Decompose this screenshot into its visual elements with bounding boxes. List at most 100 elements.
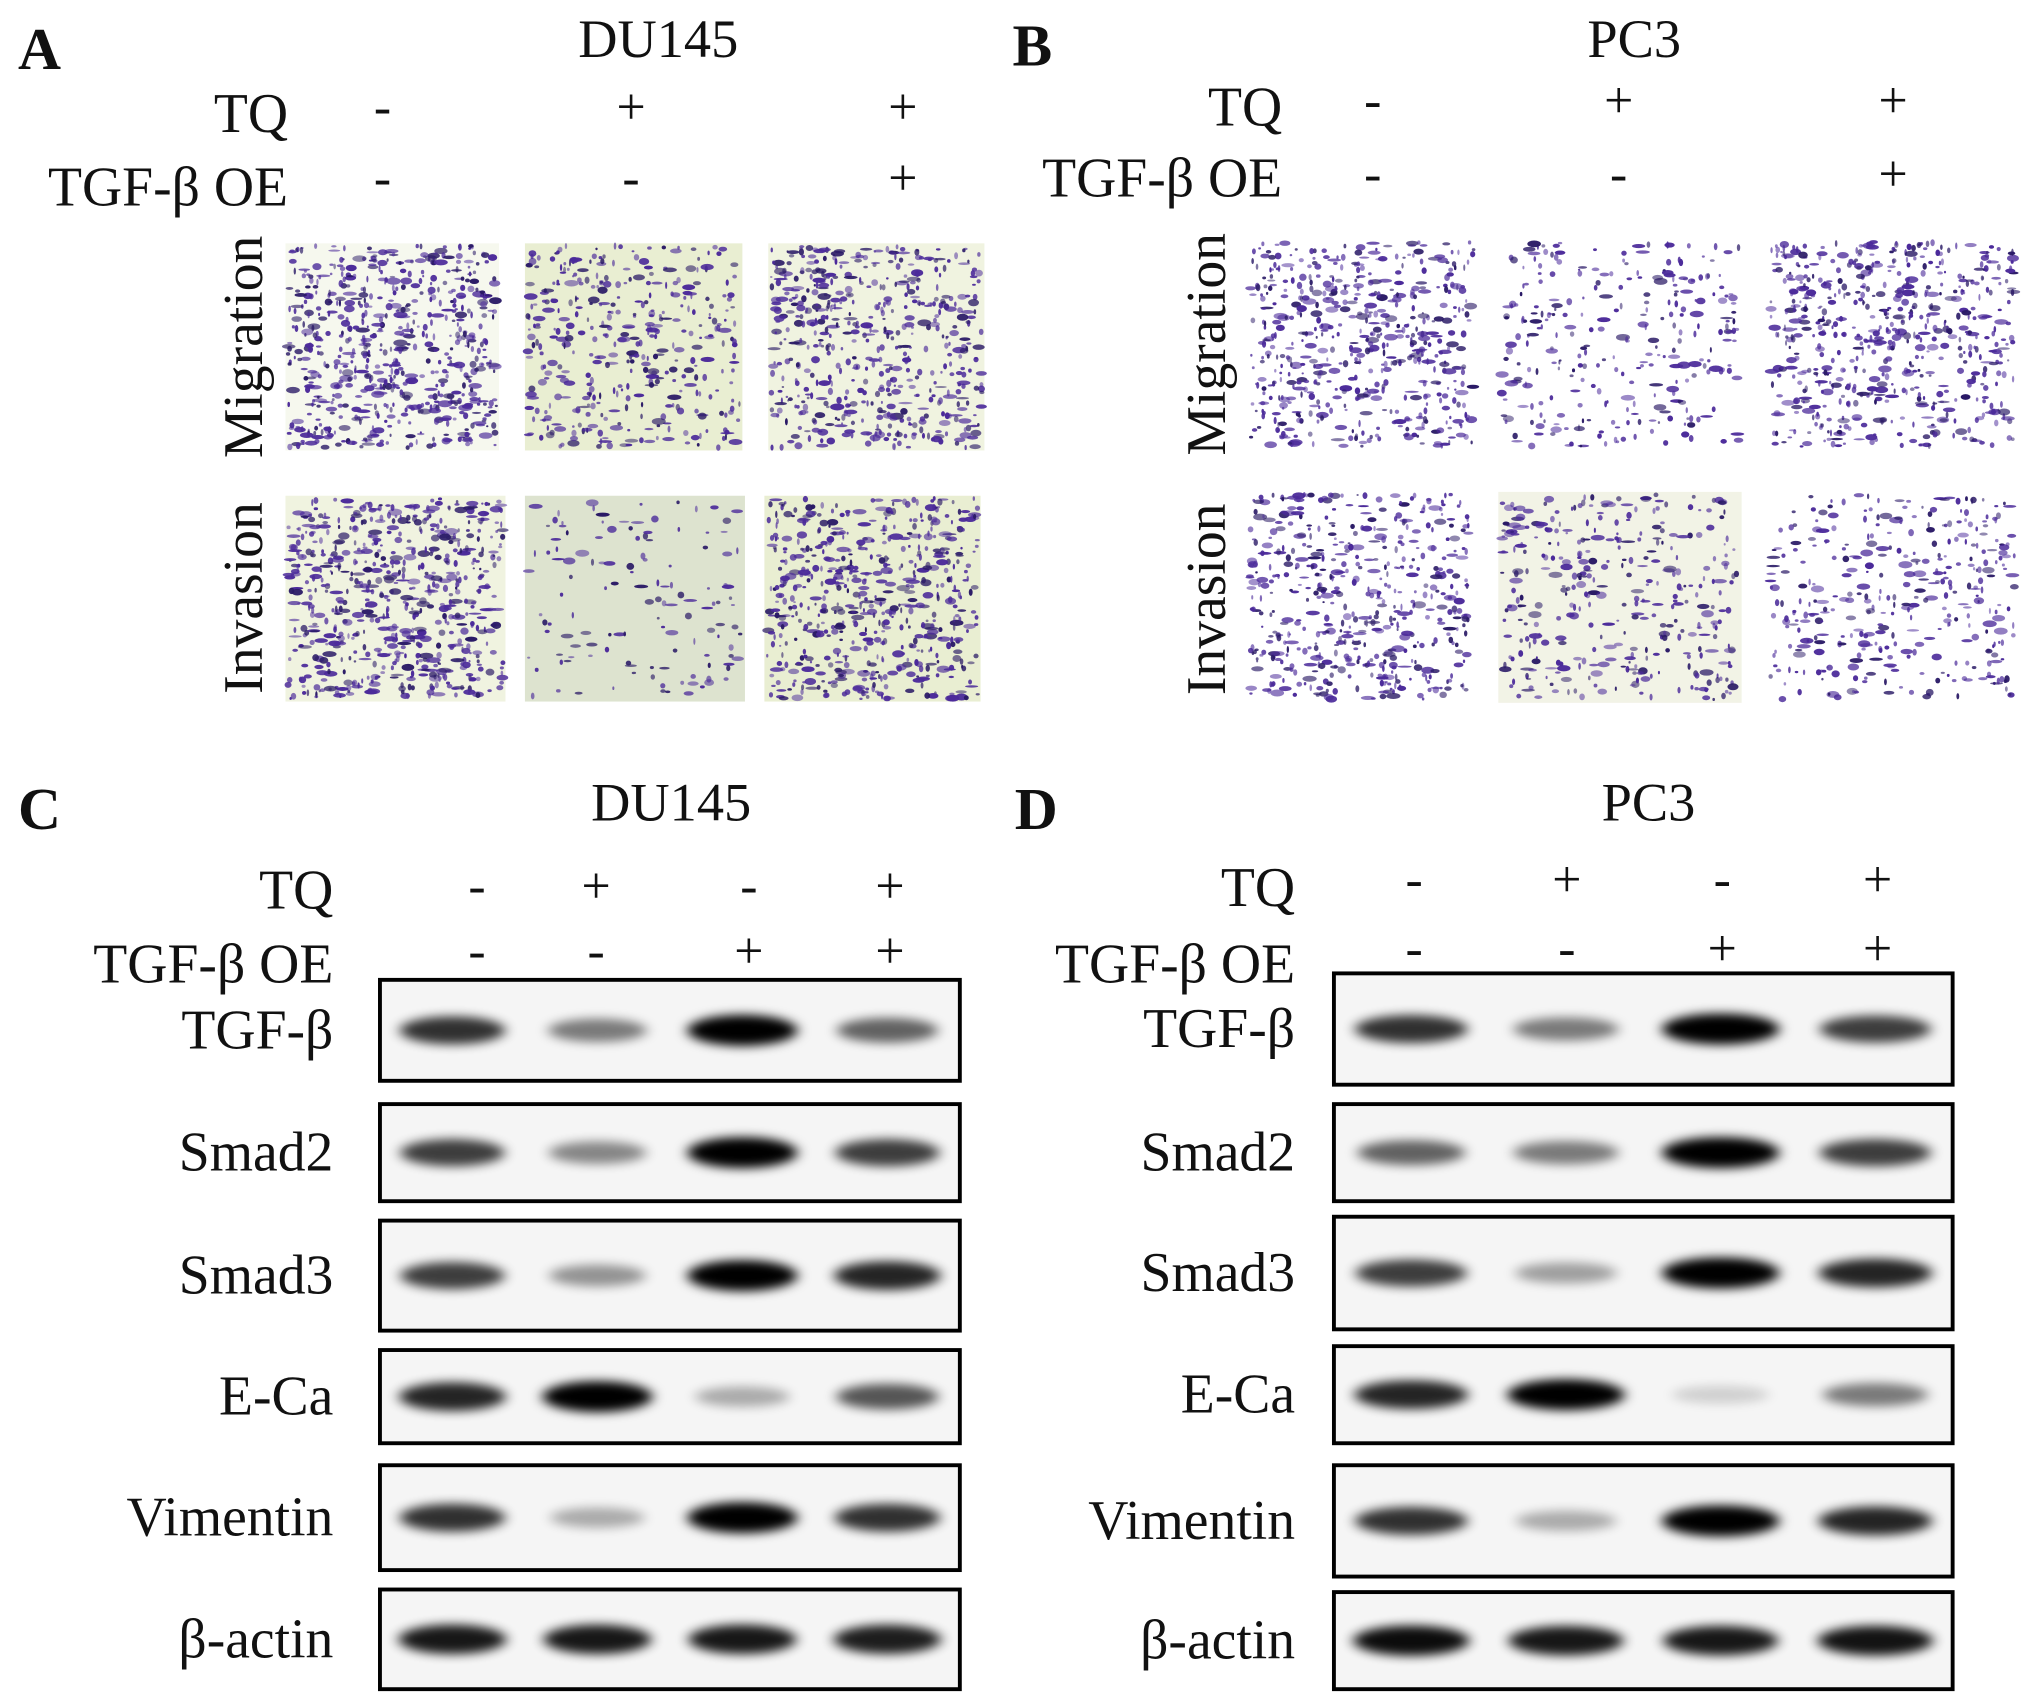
cell <box>977 252 981 257</box>
cell <box>861 418 864 423</box>
cell <box>878 619 881 627</box>
cell <box>1863 338 1868 342</box>
cell <box>1354 249 1363 256</box>
cell <box>1819 351 1825 358</box>
cell <box>806 288 810 293</box>
cell <box>798 618 802 623</box>
cell <box>807 254 817 259</box>
cell <box>1515 333 1521 341</box>
cell <box>1851 386 1857 394</box>
cell <box>864 440 872 447</box>
cell <box>1422 380 1427 387</box>
cell <box>668 564 672 568</box>
cell <box>351 416 364 422</box>
cell <box>363 344 368 350</box>
cell <box>715 389 720 392</box>
cell <box>655 435 659 441</box>
cell <box>925 662 938 666</box>
cell <box>1615 440 1620 444</box>
cell <box>1827 430 1830 434</box>
cell <box>1581 418 1585 424</box>
cell <box>929 646 933 652</box>
cell <box>683 429 689 436</box>
cell <box>1453 306 1457 309</box>
cell <box>799 572 804 578</box>
cell <box>1333 643 1340 647</box>
cell <box>1962 275 1965 279</box>
cell <box>910 295 921 299</box>
cell <box>289 697 292 700</box>
cell <box>482 417 487 421</box>
cell <box>368 681 381 687</box>
cell <box>894 253 897 261</box>
cell <box>830 680 838 684</box>
cell <box>882 301 886 308</box>
cell <box>418 277 423 285</box>
cell <box>1596 363 1600 368</box>
cell <box>1982 371 1987 378</box>
cell <box>1292 692 1298 697</box>
cell <box>315 306 322 311</box>
cell <box>1925 291 1940 298</box>
cell <box>1785 273 1794 280</box>
cell <box>1246 574 1254 578</box>
cell <box>1283 572 1290 578</box>
cell <box>885 387 891 393</box>
cell <box>371 258 377 263</box>
cell <box>603 416 609 421</box>
cell <box>1417 313 1430 319</box>
cell <box>1343 630 1352 634</box>
cell <box>446 362 460 367</box>
cell <box>285 286 294 290</box>
cell <box>1989 442 1995 448</box>
cell <box>883 510 893 517</box>
cell <box>288 549 303 553</box>
cell <box>1861 351 1864 356</box>
cell <box>957 293 967 300</box>
cell <box>862 254 869 261</box>
cell <box>465 441 471 447</box>
cell <box>1293 497 1305 503</box>
cell <box>1961 289 1965 292</box>
cell <box>933 317 937 323</box>
cell <box>1510 256 1518 264</box>
cell <box>353 511 358 515</box>
cell <box>1391 420 1398 425</box>
cell <box>726 297 733 302</box>
cell <box>404 373 419 379</box>
cell <box>1914 344 1926 352</box>
cell <box>447 356 452 360</box>
cell <box>309 277 314 284</box>
cell <box>1553 423 1560 426</box>
cell <box>966 435 979 440</box>
cell <box>367 501 373 509</box>
cell <box>1339 629 1343 633</box>
cell <box>1968 343 1973 351</box>
cell <box>559 264 563 272</box>
cell <box>1446 632 1451 637</box>
cell <box>1261 340 1267 348</box>
cell <box>641 354 646 360</box>
cell <box>598 440 613 443</box>
cell <box>899 603 912 606</box>
cell <box>469 677 477 682</box>
cell <box>1771 262 1782 266</box>
cell <box>585 372 591 378</box>
cell <box>482 348 487 351</box>
cell <box>846 588 850 594</box>
cell <box>731 656 744 662</box>
cell <box>1730 432 1745 436</box>
cell <box>592 505 595 512</box>
cell <box>430 294 437 301</box>
cell <box>390 665 394 671</box>
cell <box>952 563 956 570</box>
cell <box>787 688 792 691</box>
cell <box>1267 279 1276 282</box>
cell <box>1661 270 1674 276</box>
cell <box>972 283 976 286</box>
cell <box>1310 310 1323 317</box>
cell <box>1349 341 1359 345</box>
cell <box>337 635 345 642</box>
cell <box>895 244 899 250</box>
cell <box>804 677 817 685</box>
